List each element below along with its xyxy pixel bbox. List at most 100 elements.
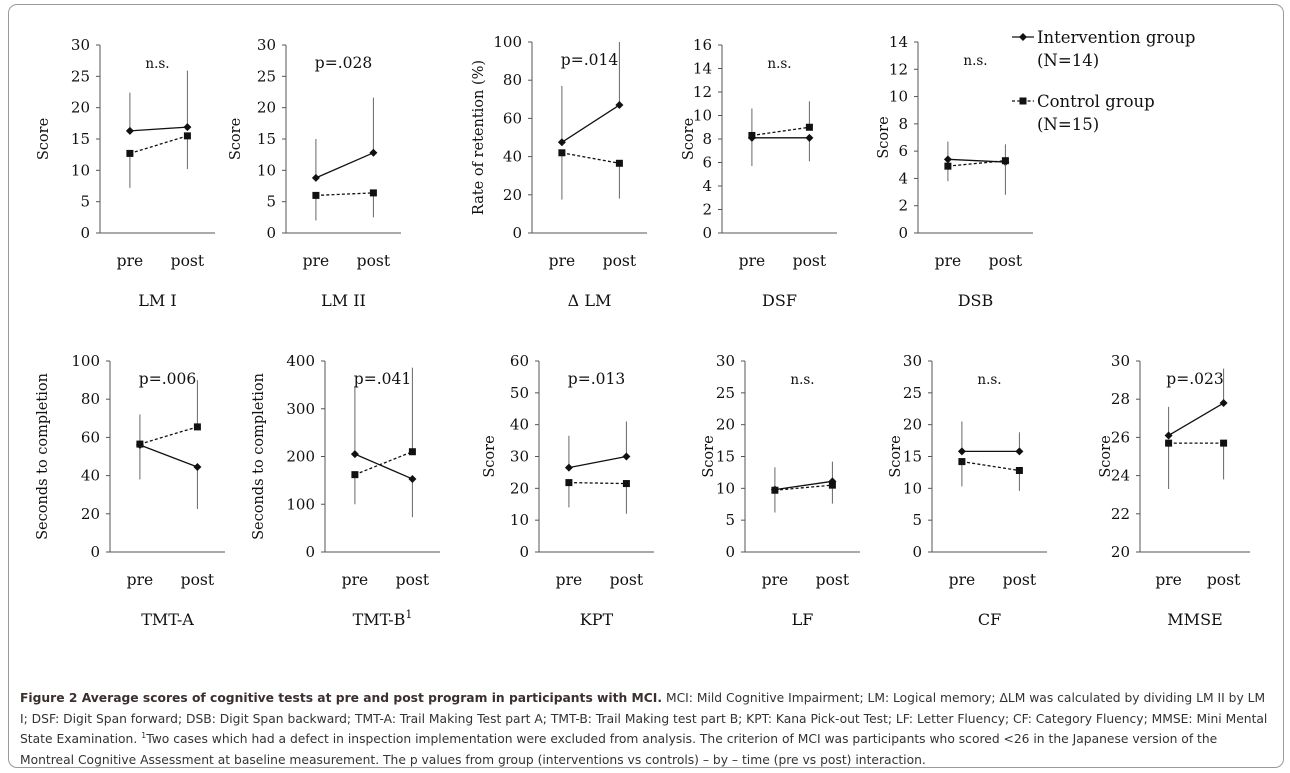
- intervention-series-line: [129, 126, 188, 132]
- control-point: [771, 486, 779, 494]
- y-tick-label: 60: [510, 352, 529, 370]
- y-tick-label: 15: [257, 130, 276, 148]
- y-tick-label: 4: [898, 169, 908, 187]
- panel-title: MMSE: [1167, 610, 1222, 629]
- chart-panel-10: 20 22 24 26 28 30 Score pre post MMSE p=.023: [1098, 352, 1250, 629]
- chart-panel-6: 0 100 200 300 400 Seconds to completion pre pos…: [251, 352, 440, 629]
- control-series-line: [568, 481, 627, 485]
- y-tick-label: 0: [90, 543, 100, 561]
- panel-title-superscript: 1: [405, 608, 412, 621]
- x-tick-label: pre: [556, 571, 583, 589]
- intervention-series-line: [354, 453, 413, 480]
- x-tick-label: post: [171, 252, 205, 270]
- control-point: [1220, 439, 1228, 447]
- y-tick-label: 10: [716, 479, 735, 497]
- y-tick-label: 25: [257, 67, 276, 85]
- panel-title: Δ LM: [568, 291, 612, 310]
- control-point: [126, 149, 134, 157]
- y-axis-label: Score: [36, 118, 52, 160]
- y-tick-label: 0: [512, 224, 522, 242]
- y-tick-label: 20: [1111, 543, 1130, 561]
- figure-frame: [8, 4, 1284, 768]
- chart-panel-0: 0 5 10 15 20 25 30 Score pre post LM I n.s.: [36, 36, 215, 310]
- intervention-series-line: [315, 152, 374, 179]
- p-value-annotation: n.s.: [767, 56, 791, 72]
- y-tick-label: 10: [903, 479, 922, 497]
- control-series-line: [947, 160, 1006, 167]
- y-tick-label: 5: [80, 193, 90, 211]
- intervention-point: [1015, 447, 1024, 456]
- y-axis-label: Seconds to completion: [251, 373, 267, 540]
- chart-panel-7: 0 10 20 30 40 50 60 Score pre post KPT p=.013: [482, 352, 654, 629]
- panel-title: LM I: [138, 291, 176, 310]
- control-series-line: [561, 152, 620, 164]
- y-tick-label: 5: [725, 511, 735, 529]
- y-tick-label: 20: [81, 505, 100, 523]
- y-tick-label: 15: [71, 130, 90, 148]
- x-tick-label: post: [603, 252, 637, 270]
- y-tick-label: 100: [286, 495, 315, 513]
- y-tick-label: 300: [286, 400, 315, 418]
- x-tick-label: post: [610, 571, 644, 589]
- control-point: [828, 481, 836, 489]
- y-tick-label: 16: [693, 36, 712, 54]
- control-series-line: [315, 192, 374, 197]
- intervention-series-line: [568, 455, 627, 469]
- y-tick-label: 5: [266, 193, 276, 211]
- intervention-point: [1219, 399, 1228, 408]
- y-axis-label: Seconds to completion: [35, 373, 51, 540]
- chart-panel-3: 0 2 4 6 8 10 12 14 16 Score pre post DSF n.s.: [681, 36, 837, 310]
- control-point: [1015, 467, 1023, 475]
- y-tick-label: 10: [693, 107, 712, 125]
- intervention-point: [557, 138, 566, 147]
- y-tick-label: 40: [81, 467, 100, 485]
- y-tick-label: 50: [510, 384, 529, 402]
- y-tick-label: 20: [510, 479, 529, 497]
- control-point: [408, 448, 416, 456]
- y-axis-label: Score: [888, 435, 904, 477]
- y-tick-label: 30: [71, 36, 90, 54]
- intervention-series-line: [774, 480, 833, 491]
- y-tick-label: 22: [1111, 505, 1130, 523]
- y-axis-label: Score: [876, 116, 892, 158]
- chart-panel-8: 0 5 10 15 20 25 30 Score pre post LF n.s.: [701, 352, 860, 629]
- y-tick-label: 30: [716, 352, 735, 370]
- panel-title: LM II: [321, 291, 366, 310]
- control-point: [944, 162, 952, 170]
- intervention-point: [957, 447, 966, 456]
- x-tick-label: pre: [342, 571, 369, 589]
- intervention-point: [805, 133, 814, 142]
- intervention-series-line: [1168, 402, 1224, 437]
- y-tick-label: 5: [912, 511, 922, 529]
- y-tick-label: 2: [702, 201, 712, 219]
- x-tick-label: pre: [935, 252, 962, 270]
- panel-title: CF: [978, 610, 1001, 629]
- p-value-annotation: n.s.: [963, 53, 987, 69]
- intervention-point: [943, 155, 952, 164]
- intervention-point: [564, 463, 573, 472]
- p-value-annotation: p=.014: [561, 51, 619, 69]
- control-series-line: [751, 126, 810, 137]
- control-point: [312, 191, 320, 199]
- intervention-point: [193, 463, 202, 472]
- legend-control-marker: [1019, 97, 1027, 105]
- control-point: [1165, 439, 1173, 447]
- y-tick-label: 6: [702, 154, 712, 172]
- p-value-annotation: p=.023: [1166, 370, 1223, 388]
- y-axis-label: Score: [701, 435, 717, 477]
- y-tick-label: 0: [519, 543, 529, 561]
- y-axis-label: Score: [1098, 435, 1114, 477]
- chart-panel-9: 0 5 10 15 20 25 30 Score pre post CF n.s.: [888, 352, 1047, 629]
- y-tick-label: 80: [503, 71, 522, 89]
- legend-intervention-n: (N=14): [1037, 51, 1099, 70]
- x-tick-label: post: [181, 571, 215, 589]
- y-tick-label: 80: [81, 390, 100, 408]
- x-tick-label: post: [989, 252, 1023, 270]
- x-tick-label: pre: [739, 252, 766, 270]
- x-tick-label: post: [816, 571, 850, 589]
- y-axis-label: Rate of retention (%): [471, 60, 487, 215]
- caption-footnote-mark: 1: [141, 730, 147, 740]
- panel-title: KPT: [580, 610, 614, 629]
